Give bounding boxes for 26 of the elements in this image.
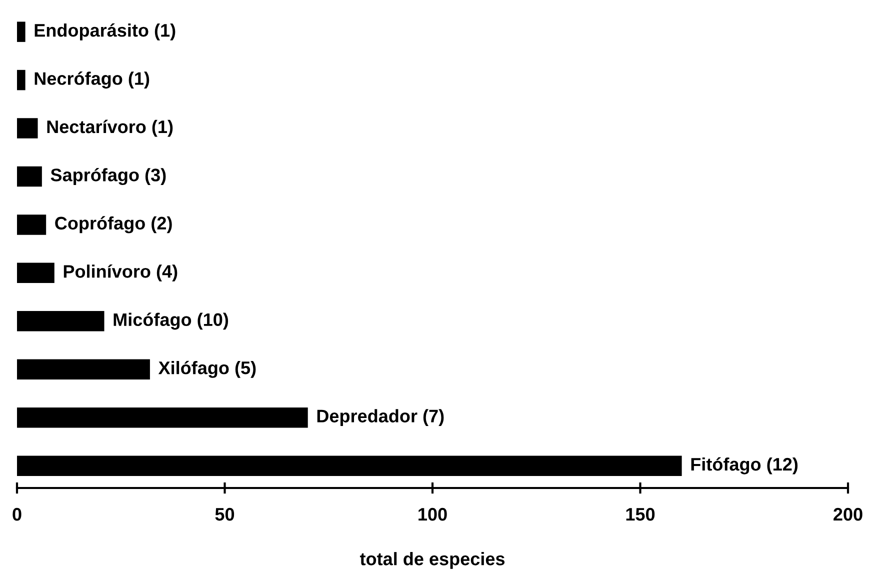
bar xyxy=(17,456,682,476)
y-tick-label: Polinívoro (4) xyxy=(64,264,178,282)
bar xyxy=(17,166,42,187)
y-tick-label: Coprófago (2) xyxy=(55,216,172,234)
x-tick-label: 200 xyxy=(834,508,862,521)
x-tick-label: 150 xyxy=(626,508,655,521)
x-tick-label: 0 xyxy=(12,508,22,521)
bar xyxy=(17,214,46,235)
y-tick-label: Xilófago (5) xyxy=(158,360,256,378)
y-tick-label: Depredador (7) xyxy=(317,409,444,426)
y-tick-label: Nectarívoro (1) xyxy=(47,120,173,137)
y-tick-label: Saprófago (3) xyxy=(50,168,166,186)
bar xyxy=(17,22,26,42)
x-axis-title: total de especies xyxy=(360,552,505,569)
y-tick-label: Necrófago (1) xyxy=(34,72,150,89)
bar xyxy=(17,118,38,138)
bar xyxy=(17,407,308,428)
x-tick-label: 50 xyxy=(215,508,234,521)
x-tick-label: 100 xyxy=(418,508,447,521)
bar xyxy=(17,311,104,332)
bar xyxy=(17,262,54,284)
y-tick-label: Micófago (10) xyxy=(114,312,228,330)
bar xyxy=(17,359,150,380)
y-tick-label: Endoparásito (1) xyxy=(34,23,176,40)
y-tick-label: Fitófago (12) xyxy=(691,457,798,474)
bar xyxy=(17,70,26,90)
